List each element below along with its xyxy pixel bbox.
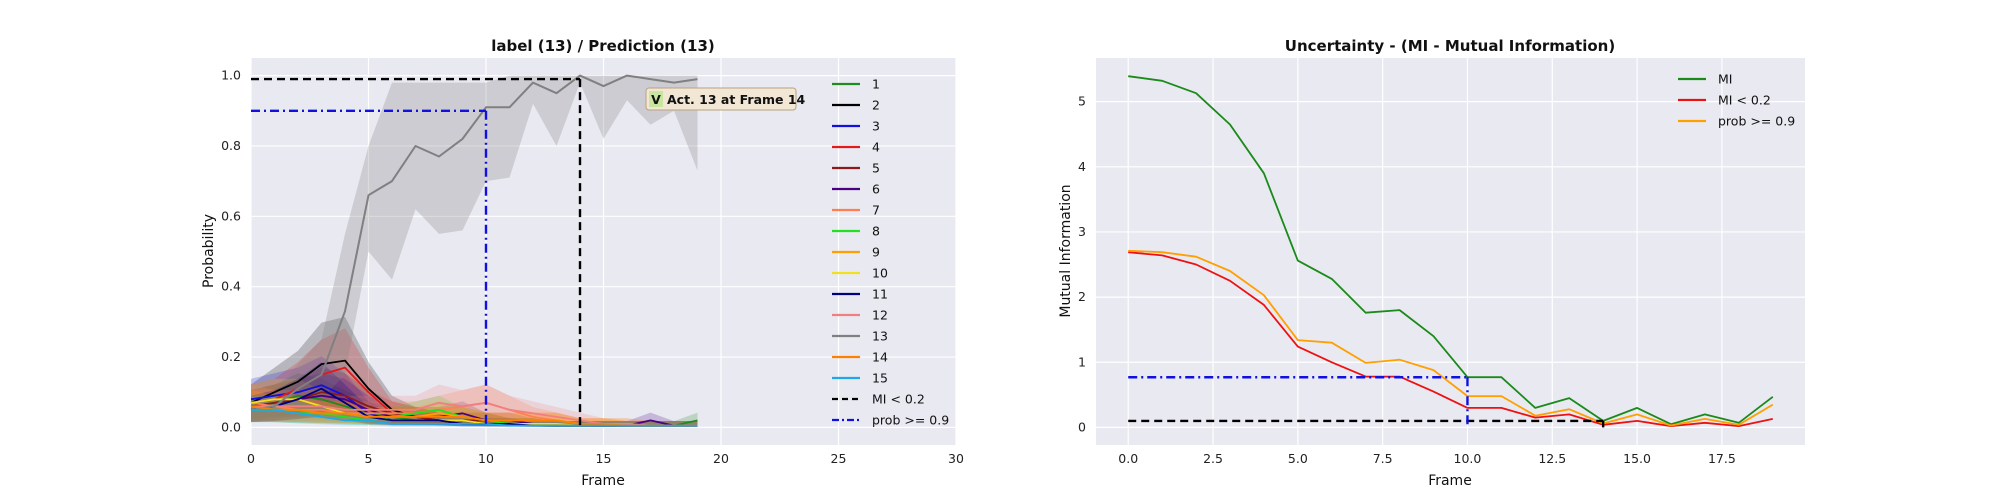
reference-lines	[251, 77, 582, 428]
legend-label: 11	[872, 287, 888, 302]
band-series-14	[251, 390, 698, 427]
legend-label: 13	[872, 329, 888, 344]
reference-lines	[1128, 376, 1605, 428]
series-line-prob-0-9	[1128, 249, 1774, 427]
x-tick-label: 15.0	[1623, 451, 1651, 466]
tick-labels: 0 5 10 15 20 25 300.00.20.40.60.81.0	[221, 68, 964, 466]
y-tick-label: 1	[1078, 354, 1086, 369]
y-axis-label: Mutual Information	[1058, 184, 1074, 317]
annotation-box: V Act. 13 at Frame 14	[645, 87, 806, 111]
legend: MI MI < 0.2 prob >= 0.9	[1678, 72, 1795, 129]
series-line-MI	[1128, 75, 1774, 426]
legend-label: 12	[872, 308, 888, 323]
legend-label: 7	[872, 203, 880, 218]
legend-label: 2	[872, 98, 880, 113]
annotation-background	[645, 87, 797, 111]
y-tick-label: 4	[1078, 159, 1086, 174]
chart-title: Uncertainty - (MI - Mutual Information)	[1285, 37, 1615, 55]
legend-label: 6	[872, 182, 880, 197]
x-tick-label: 20	[713, 451, 729, 466]
x-tick-label: 5.0	[1288, 451, 1308, 466]
y-tick-label: 1.0	[221, 68, 241, 83]
chart-title: label (13) / Prediction (13)	[491, 37, 714, 55]
x-tick-label: 0.0	[1118, 451, 1138, 466]
series-line-MI-0-2	[1128, 251, 1773, 427]
x-tick-label: 25	[831, 451, 847, 466]
band-series-10	[251, 378, 698, 427]
y-tick-label: 0.8	[221, 138, 241, 153]
check-icon	[649, 91, 663, 107]
legend-label: 4	[872, 140, 880, 155]
series-lines	[1128, 75, 1774, 427]
series-line-15	[251, 408, 698, 427]
legend-label: 1	[872, 77, 880, 92]
check-mark: V	[651, 92, 661, 107]
band-series-9	[251, 390, 698, 427]
x-axis-label: Frame	[581, 473, 625, 489]
x-tick-label: 30	[948, 451, 964, 466]
x-tick-label: 0	[247, 451, 255, 466]
series-lines	[250, 74, 698, 427]
legend-label: 14	[872, 350, 888, 365]
legend-label: 8	[872, 224, 880, 239]
y-tick-label: 0.0	[221, 419, 241, 434]
legend-label: 15	[872, 371, 888, 386]
legend-label: prob >= 0.9	[872, 413, 949, 428]
series-line-13	[250, 74, 698, 411]
y-tick-label: 0	[1078, 419, 1086, 434]
band-series-4	[251, 328, 698, 427]
y-tick-label: 3	[1078, 224, 1086, 239]
grid	[1096, 58, 1805, 445]
y-tick-label: 0.4	[221, 279, 241, 294]
x-tick-label: 10.0	[1454, 451, 1482, 466]
x-tick-label: 17.5	[1708, 451, 1736, 466]
legend-label: MI < 0.2	[1718, 93, 1771, 108]
x-tick-label: 7.5	[1373, 451, 1393, 466]
y-tick-label: 2	[1078, 289, 1086, 304]
x-tick-label: 5	[365, 451, 373, 466]
legend-label: MI	[1718, 72, 1732, 87]
legend-label: 9	[872, 245, 880, 260]
series-line-12	[251, 401, 698, 427]
legend-label: prob >= 0.9	[1718, 114, 1795, 129]
plot-area	[1096, 58, 1805, 445]
legend-label: 10	[872, 266, 888, 281]
tick-labels: 0.0 2.5 5.0 7.5 10.0 12.5 15.0 17.5 0 1 2 3 4 5	[1078, 94, 1736, 466]
y-tick-label: 0.2	[221, 349, 241, 364]
legend-label: MI < 0.2	[872, 392, 925, 407]
x-tick-label: 10	[478, 451, 494, 466]
x-tick-label: 2.5	[1203, 451, 1223, 466]
y-tick-label: 0.6	[221, 208, 241, 223]
x-axis-label: Frame	[1428, 473, 1472, 489]
legend-label: 5	[872, 161, 880, 176]
y-axis-label: Probability	[201, 214, 217, 288]
x-tick-label: 12.5	[1538, 451, 1566, 466]
mutual-information-chart: Uncertainty - (MI - Mutual Information) …	[1058, 37, 1805, 489]
legend-label: 3	[872, 119, 880, 134]
band-series-2	[251, 316, 698, 427]
probability-chart: label (13) / Prediction (13) 0 5 10 15 20 25 3…	[201, 37, 964, 489]
x-tick-label: 15	[596, 451, 612, 466]
y-tick-label: 5	[1078, 94, 1086, 109]
annotation-text: Act. 13 at Frame 14	[667, 92, 806, 107]
